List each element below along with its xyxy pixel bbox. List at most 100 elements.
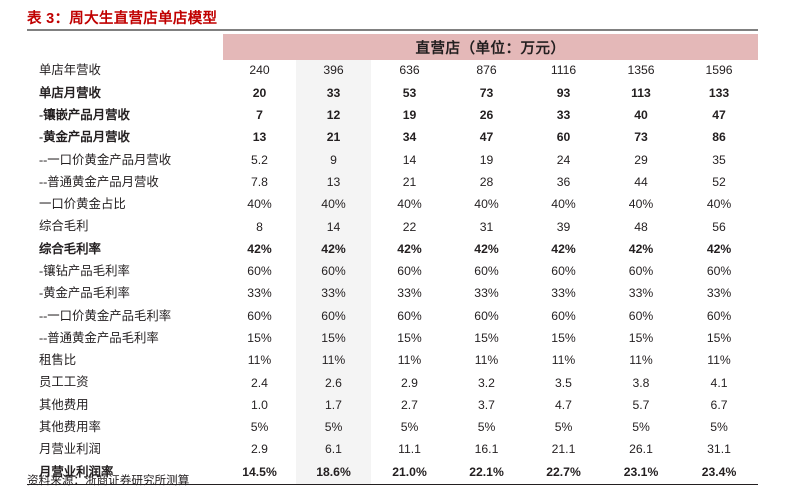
cell-value: 52 [712,174,726,189]
row-label: --一口价黄金产品毛利率 [39,308,172,323]
cell-value: 60% [474,264,499,279]
cell-value: 16.1 [474,442,499,457]
cell-value: 12 [296,104,371,127]
cell-value: 5% [632,420,650,435]
cell-value: 60% [296,260,371,283]
row-label: -镶钻产品毛利率 [39,264,130,278]
table-row: 月营业利润率 14.5% 18.6% 21.0% 22.1% 22.7% 23.1% 23.4… [27,461,759,485]
table-row: --普通黄金产品月营收 7.8 13 21 28 36 44 52 [27,171,758,194]
table-row: --普通黄金产品毛利率 15% 15% 15% 15% 15% 15% 15% [27,327,758,350]
cell-value: 21.0% [371,461,448,485]
cell-value: 11% [629,353,653,368]
cell-value: 47 [712,108,726,123]
cell-value: 42% [628,241,654,256]
cell-value: 13 [296,171,371,194]
table-row: --一口价黄金产品月营收 5.2 9 14 19 24 29 35 [27,149,758,172]
cell-value: 876 [476,63,497,78]
cell-value: 33% [706,286,732,301]
cell-value: 60% [628,308,654,323]
cell-value: 5% [296,416,371,440]
cell-value: 86 [712,130,726,145]
title-divider [27,29,758,31]
cell-value: 60% [474,308,499,323]
cell-value: 14.5% [223,461,296,485]
cell-value: 11% [551,353,576,368]
cell-value: 5.7 [632,397,650,412]
cell-value: 23.1% [602,461,680,485]
cell-value: 1.0 [251,397,268,412]
table-row: -镶嵌产品月营收 7 12 19 26 33 40 47 [27,104,758,127]
cell-value: 5% [477,420,496,435]
cell-value: 33% [628,286,654,301]
cell-value: 14 [402,152,417,167]
cell-value: 5% [554,420,573,435]
row-label: 一口价黄金占比 [39,197,126,212]
cell-value: 11% [397,353,422,368]
row-label: 单店年营收 [39,63,101,78]
table-row: 综合毛利率 42% 42% 42% 42% 42% 42% 42% [27,238,758,261]
cell-value: 8 [256,219,263,234]
row-label: 月营业利润率 [27,461,223,485]
cell-value: 33 [556,108,571,123]
cell-value: 6.7 [710,397,728,412]
cell-value: 40% [628,197,654,212]
cell-value: 60% [706,308,732,323]
cell-value: 26.1 [629,442,653,457]
cell-value: 60% [247,264,272,279]
cell-value: 133 [708,85,730,100]
table-row: 单店年营收 240 396 636 876 1116 1356 1596 [27,60,758,83]
cell-value: 73 [479,85,494,100]
row-label: 单店月营收 [39,85,101,100]
cell-value: 60% [706,264,732,279]
cell-value: 44 [634,174,648,189]
cell-value: 18.6% [296,461,371,485]
cell-value: 19 [479,152,494,167]
table-row: 其他费用 1.0 1.7 2.7 3.7 4.7 5.7 6.7 [27,394,758,417]
cell-value: 1356 [627,63,655,78]
cell-value: 60% [296,305,371,328]
cell-value: 35 [712,152,726,167]
row-label: --普通黄金产品月营收 [39,174,159,189]
cell-value: 60% [397,308,422,323]
cell-value: 15% [551,331,576,345]
cell-value: 40% [397,197,422,212]
cell-value: 40% [474,197,499,212]
row-label: 综合毛利率 [39,241,101,256]
cell-value: 40% [551,197,576,212]
cell-value: 636 [399,63,420,78]
cell-value: 5.2 [251,152,268,167]
cell-value: 31 [479,219,494,234]
row-label: 员工工资 [39,375,89,390]
cell-value: 42% [296,238,371,261]
cell-value: 60% [628,264,654,279]
cell-value: 11% [707,353,731,368]
cell-value: 33% [296,282,371,306]
cell-value: 7 [256,108,263,123]
cell-value: 60% [551,264,576,279]
table-container: 直营店（单位：万元） 单店年营收 240 396 636 876 1116 1356 1596… [27,34,759,485]
cell-value: 36 [556,174,571,189]
cell-value: 11% [296,349,371,373]
row-label: -镶嵌产品月营收 [39,107,130,122]
table-row: 其他费用率 5% 5% 5% 5% 5% 5% 5% [27,416,758,440]
cell-value: 4.1 [710,375,728,390]
cell-value: 26 [479,108,494,123]
cell-value: 11.1 [398,442,421,457]
cell-value: 1116 [550,63,577,78]
cell-value: 29 [634,152,648,167]
cell-value: 53 [402,85,417,100]
row-label: -黄金产品月营收 [39,130,130,145]
cell-value: 5% [250,420,269,435]
source-note: 资料来源：浙商证券研究所测算 [27,474,190,487]
cell-value: 22.1% [448,461,525,485]
cell-value: 6.1 [296,439,371,462]
row-label: -黄金产品毛利率 [39,286,130,301]
cell-value: 33% [551,286,576,301]
cell-value: 2.7 [401,397,418,412]
table-header-row: 直营店（单位：万元） [27,34,759,60]
cell-value: 42% [397,241,422,256]
cell-value: 48 [634,219,648,234]
cell-value: 60 [556,130,571,145]
cell-value: 24 [556,152,571,167]
cell-value: 31.1 [707,442,731,457]
